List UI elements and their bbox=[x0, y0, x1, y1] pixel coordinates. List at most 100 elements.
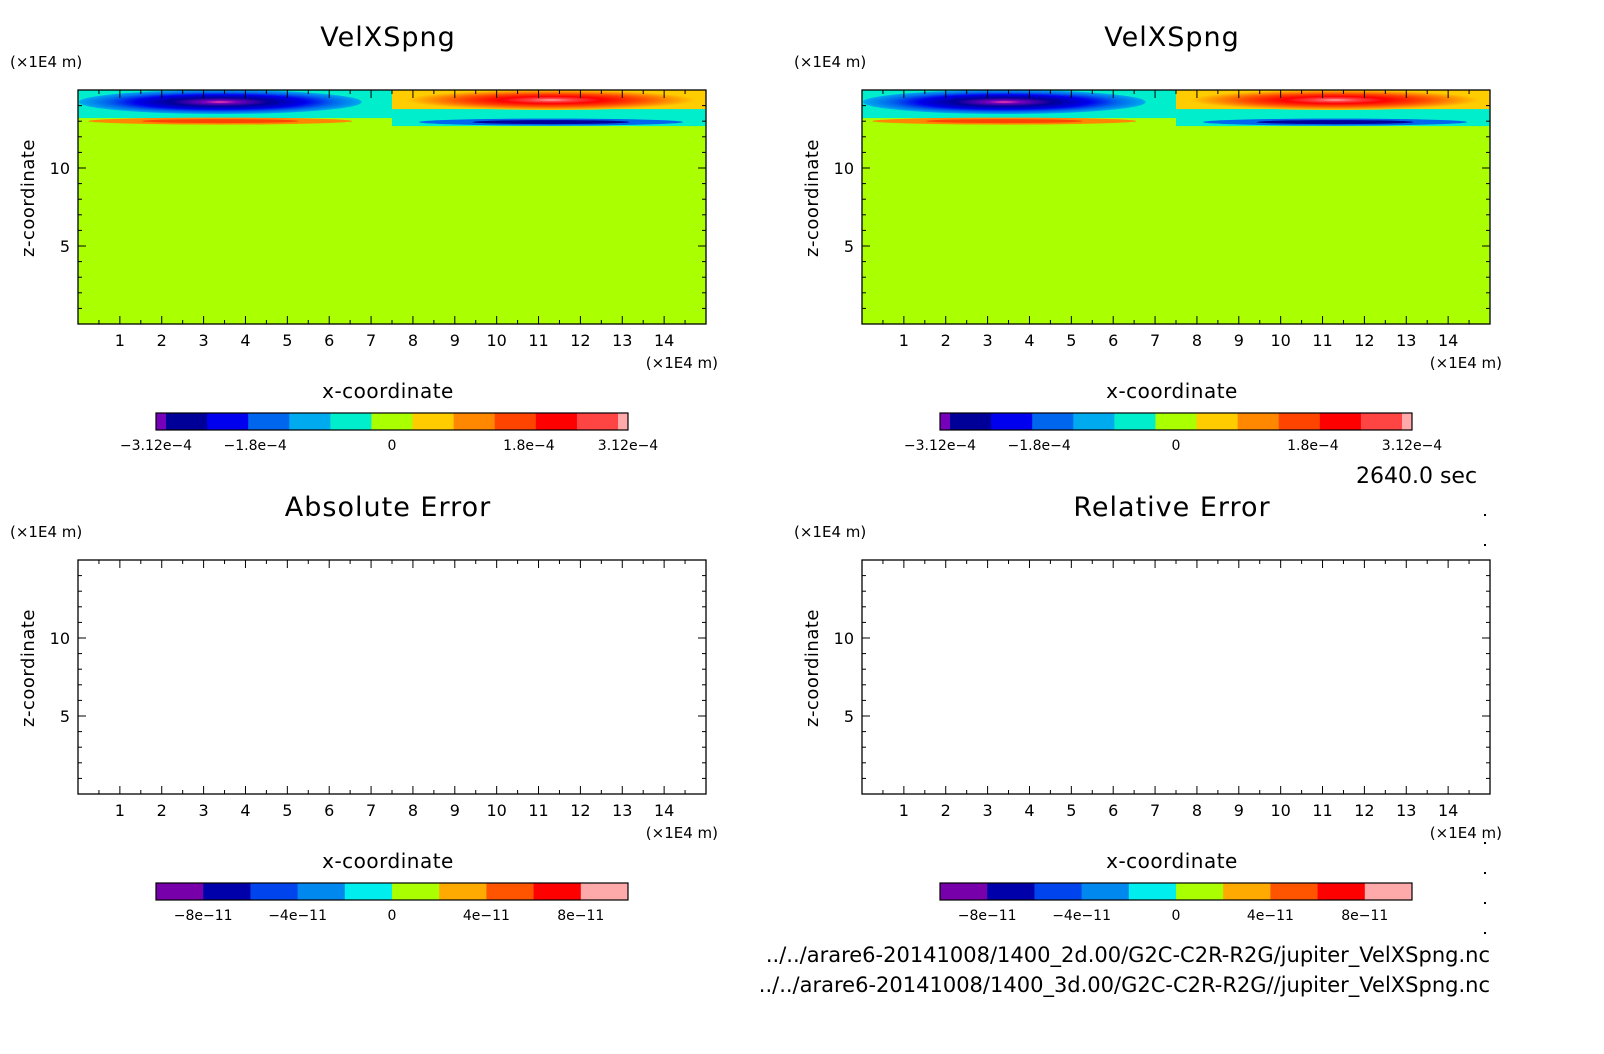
x-tick-label: 8 bbox=[1192, 801, 1202, 820]
colorbar-segment bbox=[533, 883, 582, 900]
x-tick-label: 3 bbox=[199, 801, 209, 820]
x-axis-label: x-coordinate bbox=[1106, 379, 1238, 403]
x-tick-label: 4 bbox=[1024, 331, 1034, 350]
colorbar-segment bbox=[1034, 883, 1083, 900]
positive-underband-core bbox=[1256, 120, 1414, 125]
colorbar-segment bbox=[940, 413, 950, 430]
x-tick-label: 9 bbox=[1234, 331, 1244, 350]
x-tick-label: 11 bbox=[1312, 801, 1332, 820]
colorbar-segment bbox=[1128, 883, 1177, 900]
colorbar-segment bbox=[576, 413, 619, 430]
x-tick-label: 12 bbox=[570, 331, 590, 350]
colorbar-label: 4e−11 bbox=[463, 908, 510, 924]
chart-panel-3: Absolute Error(×1E4 m)1 2 3 4 5 6 7 8 9 10 11 12 13 1… bbox=[10, 492, 718, 924]
colorbar: −8e−11 −4e−11 0 4e−11 8e−11 bbox=[155, 882, 629, 924]
positive-underband-core bbox=[472, 120, 630, 125]
colorbar-segment bbox=[1176, 883, 1224, 900]
colorbar-frame bbox=[939, 882, 1413, 901]
colorbar-label: 1.8e−4 bbox=[503, 438, 555, 454]
chart-title: Absolute Error bbox=[285, 492, 491, 523]
colorbar-segment bbox=[166, 413, 208, 430]
colorbar-segment bbox=[439, 883, 487, 900]
x-tick-label: 2 bbox=[157, 801, 167, 820]
x-tick-label: 7 bbox=[366, 801, 376, 820]
negative-underband-core bbox=[925, 119, 1083, 124]
colorbar-segment bbox=[535, 413, 578, 430]
x-tick-label: 10 bbox=[1270, 331, 1290, 350]
x-tick-label: 2 bbox=[941, 801, 951, 820]
x-unit-label: (×1E4 m) bbox=[646, 824, 718, 842]
colorbar-frame bbox=[155, 412, 629, 431]
x-tick-label: 6 bbox=[324, 801, 334, 820]
x-axis-label: x-coordinate bbox=[322, 379, 454, 403]
x-tick-label: 7 bbox=[366, 331, 376, 350]
x-tick-label: 10 bbox=[486, 331, 506, 350]
colorbar-label: 8e−11 bbox=[1341, 908, 1388, 924]
x-tick-label: 13 bbox=[612, 331, 632, 350]
y-unit-label: (×1E4 m) bbox=[10, 53, 82, 71]
colorbar-segment bbox=[1278, 413, 1321, 430]
x-tick-label: 10 bbox=[1270, 801, 1290, 820]
colorbar-segment bbox=[987, 883, 1035, 900]
colorbar-label: 3.12e−4 bbox=[1382, 438, 1443, 454]
x-tick-label: 3 bbox=[199, 331, 209, 350]
colorbar-segment bbox=[1196, 413, 1239, 430]
positive-lobe bbox=[1190, 90, 1480, 110]
colorbar-label: −3.12e−4 bbox=[120, 438, 192, 454]
colorbar-segment bbox=[297, 883, 346, 900]
colorbar-segment bbox=[248, 413, 290, 430]
colorbar-segment bbox=[207, 413, 249, 430]
y-tick-label: 10 bbox=[50, 629, 70, 648]
y-tick-label: 10 bbox=[834, 629, 854, 648]
colorbar-segment bbox=[1317, 883, 1366, 900]
colorbar: −3.12e−4 −1.8e−4 0 1.8e−4 3.12e−4 bbox=[120, 412, 658, 454]
x-tick-label: 5 bbox=[282, 801, 292, 820]
x-tick-label: 5 bbox=[282, 331, 292, 350]
x-tick-label: 9 bbox=[450, 801, 460, 820]
colorbar-segment bbox=[1223, 883, 1271, 900]
colorbar-segment bbox=[1155, 413, 1198, 430]
x-tick-label: 2 bbox=[157, 331, 167, 350]
colorbar-segment bbox=[1237, 413, 1280, 430]
colorbar-label: −1.8e−4 bbox=[1007, 438, 1070, 454]
x-tick-label: 7 bbox=[1150, 331, 1160, 350]
x-tick-label: 11 bbox=[528, 801, 548, 820]
colorbar-segment bbox=[344, 883, 393, 900]
x-axis-label: x-coordinate bbox=[322, 849, 454, 873]
colorbar-label: −4e−11 bbox=[1052, 908, 1111, 924]
colorbar-segment bbox=[392, 883, 440, 900]
x-tick-label: 14 bbox=[654, 331, 674, 350]
x-tick-label: 12 bbox=[570, 801, 590, 820]
colorbar-segment bbox=[289, 413, 331, 430]
x-unit-label: (×1E4 m) bbox=[1430, 354, 1502, 372]
x-tick-label: 11 bbox=[528, 331, 548, 350]
x-tick-label: 9 bbox=[1234, 801, 1244, 820]
chart-title: VelXSpng bbox=[320, 22, 456, 53]
negative-lobe bbox=[79, 90, 362, 114]
x-tick-label: 1 bbox=[899, 801, 909, 820]
colorbar-segment bbox=[1081, 883, 1130, 900]
y-tick-label: 5 bbox=[844, 707, 854, 726]
colorbar-label: −4e−11 bbox=[268, 908, 327, 924]
colorbar-segment bbox=[950, 413, 992, 430]
x-tick-label: 13 bbox=[1396, 331, 1416, 350]
colorbar-label: 0 bbox=[388, 438, 397, 454]
colorbar-segment bbox=[371, 413, 414, 430]
chart-title: VelXSpng bbox=[1104, 22, 1240, 53]
colorbar-segment bbox=[1319, 413, 1362, 430]
colorbar-segment bbox=[940, 883, 988, 900]
x-tick-label: 8 bbox=[408, 331, 418, 350]
negative-underband-core bbox=[141, 119, 299, 124]
y-tick-label: 5 bbox=[60, 237, 70, 256]
x-axis-label: x-coordinate bbox=[1106, 849, 1238, 873]
x-tick-label: 4 bbox=[240, 801, 250, 820]
colorbar-segment bbox=[330, 413, 372, 430]
colorbar-segment bbox=[1073, 413, 1115, 430]
file-paths: ../../arare6-20141008/1400_2d.00/G2C-C2R… bbox=[759, 940, 1490, 1000]
y-axis-label: z-coordinate bbox=[18, 609, 39, 727]
x-tick-label: 1 bbox=[115, 331, 125, 350]
x-tick-label: 1 bbox=[899, 331, 909, 350]
colorbar-segment bbox=[1032, 413, 1074, 430]
x-tick-label: 13 bbox=[1396, 801, 1416, 820]
